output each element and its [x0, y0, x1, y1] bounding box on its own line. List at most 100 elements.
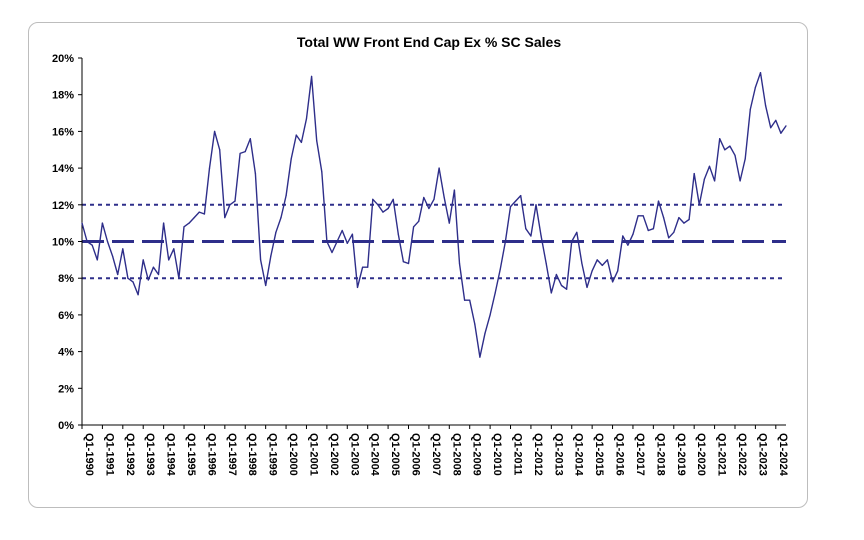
data-point [321, 171, 323, 173]
data-point [759, 72, 762, 74]
data-point [770, 127, 772, 129]
data-point [642, 215, 644, 217]
data-point [540, 235, 542, 237]
data-point [458, 262, 461, 265]
x-tick-label: Q1-2007 [430, 433, 442, 476]
data-point [673, 231, 675, 233]
x-tick-label: Q1-2018 [654, 433, 666, 476]
data-point [270, 255, 272, 257]
data-point [785, 125, 787, 127]
data-point [372, 198, 374, 200]
data-point [632, 233, 634, 235]
x-tick-label: Q1-2022 [736, 433, 748, 476]
data-point [96, 259, 98, 261]
data-point [453, 189, 456, 191]
data-point [484, 332, 486, 334]
data-point [749, 108, 751, 110]
x-tick-label: Q1-1993 [144, 433, 156, 476]
data-point [637, 215, 639, 217]
data-point [678, 217, 680, 219]
data-point [581, 262, 583, 265]
data-point [275, 231, 277, 233]
y-tick-label: 16% [52, 126, 74, 138]
data-point [713, 180, 716, 182]
x-tick-label: Q1-2000 [287, 433, 299, 476]
x-tick-label: Q1-2006 [409, 433, 421, 476]
data-point [601, 264, 603, 266]
data-point [611, 281, 614, 283]
data-point [535, 204, 537, 206]
data-point [622, 235, 624, 237]
data-point [280, 217, 282, 219]
data-point [81, 222, 83, 224]
y-tick-label: 2% [58, 383, 74, 395]
data-point [734, 154, 736, 156]
data-point [168, 259, 170, 261]
data-point [412, 226, 415, 228]
data-point [596, 259, 598, 261]
data-point [739, 180, 741, 182]
data-point [586, 286, 588, 288]
data-point [91, 244, 93, 246]
x-tick-label: Q1-1992 [124, 433, 136, 476]
x-tick-label: Q1-1996 [205, 433, 217, 476]
data-point [550, 292, 552, 294]
data-point [316, 139, 318, 142]
y-tick-label: 10% [52, 237, 74, 249]
data-point [127, 277, 129, 279]
data-point [259, 259, 262, 261]
data-point [617, 270, 619, 272]
data-point [703, 178, 705, 180]
x-tick-label: Q1-2001 [307, 433, 319, 476]
data-point [509, 206, 512, 208]
data-point [520, 195, 522, 197]
x-tick-label: Q1-2020 [695, 433, 707, 476]
data-point [668, 237, 670, 239]
data-point [627, 244, 629, 246]
data-point [530, 235, 532, 237]
data-point [591, 270, 593, 272]
data-point [208, 167, 211, 169]
data-point [560, 284, 563, 287]
data-point [754, 86, 756, 88]
data-point [326, 240, 328, 243]
chart-frame [28, 22, 808, 508]
x-tick-label: Q1-1991 [103, 433, 115, 476]
data-point [265, 284, 267, 287]
data-point [377, 204, 379, 206]
data-point [112, 255, 114, 257]
data-point [219, 149, 221, 151]
data-point [729, 145, 731, 147]
x-tick-label: Q1-2011 [512, 433, 524, 475]
y-tick-label: 20% [52, 53, 74, 65]
data-point [101, 222, 104, 224]
data-point [719, 138, 721, 140]
x-tick-label: Q1-2015 [593, 433, 605, 476]
data-point [239, 152, 241, 155]
data-point [346, 242, 348, 244]
data-point [555, 273, 558, 276]
y-axis-ticks: 0% 2% 4% 6% 8% 10% 12% 14% 16% 18% 20% [52, 53, 82, 432]
data-point [198, 211, 200, 213]
data-point [545, 262, 547, 265]
data-point [428, 207, 430, 210]
reference-lines [82, 203, 786, 280]
y-tick-label: 12% [52, 200, 74, 212]
data-point [229, 204, 231, 206]
data-point [443, 196, 445, 199]
x-tick-label: Q1-2009 [471, 433, 483, 476]
y-tick-label: 8% [58, 273, 74, 285]
data-point [254, 173, 257, 175]
chart-title: Total WW Front End Cap Ex % SC Sales [297, 34, 561, 50]
data-point [178, 277, 180, 279]
data-point [525, 228, 527, 230]
data-point [122, 248, 124, 250]
x-tick-label: Q1-1997 [226, 433, 238, 476]
data-point [438, 167, 440, 169]
data-point [300, 141, 302, 144]
data-point [698, 204, 700, 206]
data-point [361, 266, 364, 268]
x-tick-label: Q1-1994 [165, 433, 177, 477]
data-point [117, 273, 119, 276]
data-point [387, 207, 389, 210]
